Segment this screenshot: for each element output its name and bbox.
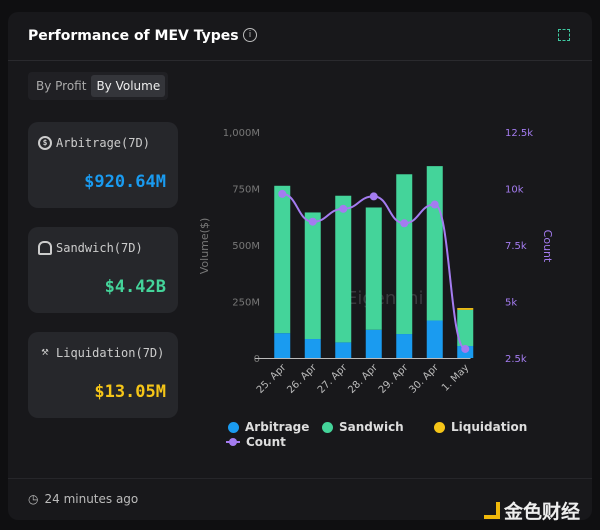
divider [8,60,592,61]
bar-sandwich [457,309,474,347]
info-icon[interactable]: i [243,28,257,42]
y-right-tick-label: 5k [505,298,517,309]
y-tick-label: 1,000M [223,128,260,139]
footer: ◷ 24 minutes ago [28,492,138,506]
legend-dot [434,421,445,433]
legend-label: Arbitrage [245,420,310,434]
toggle-by-profit[interactable]: By Profit [36,79,87,93]
stat-value: $4.42B [104,277,166,297]
clock-icon: ◷ [28,492,39,506]
toggle-by-volume[interactable]: By Volume [91,75,166,97]
brand-name: 金色财经 [504,501,581,523]
legend-sandwich[interactable]: Sandwich [322,420,404,434]
y-right-tick-label: 10k [505,185,524,196]
count-point [400,219,409,228]
count-point [278,189,287,198]
y-axis-label: Volume($) [198,218,211,275]
bar-arbitrage [426,320,443,358]
y-right-tick-label: 7.5k [505,241,527,252]
bar-sandwich [365,207,382,330]
stat-value: $13.05M [94,382,166,402]
sandwich-icon [38,241,52,255]
bar-sandwich [304,212,321,340]
bar-sandwich [274,185,291,334]
brand-logo: 金色财经 [484,497,580,524]
legend-arbitrage[interactable]: Arbitrage [228,420,309,434]
card-title: Performance of MEV Types [28,28,239,44]
legend-count[interactable]: Count [226,435,286,449]
stat-label: Arbitrage(7D) [56,136,150,150]
stat-label: Liquidation(7D) [56,346,165,360]
count-point [461,344,470,353]
expand-icon[interactable] [558,29,570,41]
brand-mark-icon [484,502,500,519]
legend-label: Sandwich [339,420,404,434]
stat-card-arbitrage: $ Arbitrage(7D) $920.64M [28,122,178,208]
x-tick-label: 1. May [440,362,471,393]
stat-value: $920.64M [84,172,166,192]
x-tick-label: 26. Apr [285,362,319,396]
count-point [430,200,439,209]
bar-arbitrage [396,334,413,358]
y-right-tick-label: 12.5k [505,128,533,139]
bar-arbitrage [304,339,321,358]
footer-divider [8,478,592,479]
count-point [369,192,378,201]
count-point [339,204,348,213]
legend-label: Count [246,435,286,449]
y-tick-label: 0 [254,354,260,365]
last-updated: 24 minutes ago [44,492,139,506]
y-right-axis-label: Count [541,230,554,263]
bar-sandwich [396,174,413,335]
x-tick-label: 27. Apr [316,362,350,396]
count-point [308,217,317,226]
metric-toggle: By Profit By Volume [28,72,169,100]
legend-dot [228,421,239,433]
y-right-tick-label: 2.5k [505,354,527,365]
bar-sandwich [335,195,352,343]
x-tick-label: 25. Apr [255,362,289,396]
bar-arbitrage [365,329,382,358]
y-tick-label: 250M [232,298,260,309]
dollar-cycle-icon: $ [38,136,52,150]
stat-card-liquidation: ⚒ Liquidation(7D) $13.05M [28,332,178,418]
x-tick-label: 28. Apr [346,362,380,396]
y-tick-label: 500M [232,241,260,252]
x-tick-label: 30. Apr [407,362,441,396]
legend-label: Liquidation [451,420,528,434]
volume-count-chart: EigenPhi Volume($) Count 0250M500M750M1,… [198,128,554,396]
stat-label: Sandwich(7D) [56,241,143,255]
stat-card-sandwich: Sandwich(7D) $4.42B [28,227,178,313]
mev-performance-card: Performance of MEV Types i By Profit By … [8,12,592,520]
bar-arbitrage [335,342,352,358]
y-tick-label: 750M [232,185,260,196]
legend-liquidation[interactable]: Liquidation [434,420,527,434]
x-tick-label: 29. Apr [377,362,411,396]
bar-liquidation [457,308,474,310]
legend-dot [322,421,333,433]
bar-arbitrage [274,333,291,358]
legend-line [226,438,240,446]
bar-sandwich [426,166,443,321]
gavel-icon: ⚒ [41,344,49,358]
